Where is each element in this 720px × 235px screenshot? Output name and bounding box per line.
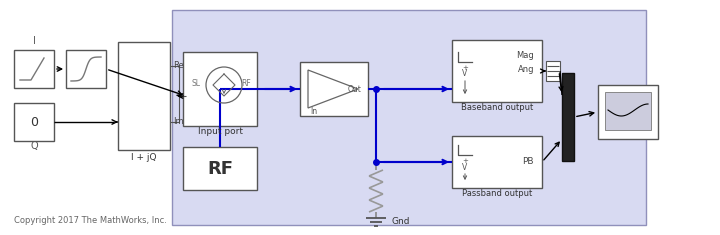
Text: Gnd: Gnd xyxy=(392,218,410,227)
Bar xyxy=(546,61,560,81)
Bar xyxy=(183,52,257,126)
Text: Copyright 2017 The MathWorks, Inc.: Copyright 2017 The MathWorks, Inc. xyxy=(14,216,167,225)
Bar xyxy=(14,50,54,88)
Bar xyxy=(300,62,368,116)
Text: Input port: Input port xyxy=(197,128,243,137)
Text: Baseband output: Baseband output xyxy=(461,103,533,113)
Text: Re: Re xyxy=(173,62,184,70)
Text: V: V xyxy=(462,162,467,172)
Text: +: + xyxy=(462,65,468,71)
Bar xyxy=(605,92,651,130)
Text: Passband output: Passband output xyxy=(462,189,532,199)
Text: Mag: Mag xyxy=(516,51,534,60)
Text: Im: Im xyxy=(173,118,184,126)
Bar xyxy=(66,50,106,88)
Text: Q: Q xyxy=(30,141,38,151)
Text: RF: RF xyxy=(207,160,233,177)
Text: 0: 0 xyxy=(30,115,38,129)
Text: V: V xyxy=(462,70,467,78)
Text: Out: Out xyxy=(347,86,361,94)
Bar xyxy=(183,147,257,190)
Text: RF: RF xyxy=(241,78,251,87)
Text: SL: SL xyxy=(192,78,201,87)
Text: I: I xyxy=(32,36,35,46)
Bar xyxy=(452,136,542,188)
Bar xyxy=(452,40,542,102)
Bar xyxy=(598,85,658,139)
Text: In: In xyxy=(310,106,317,115)
Bar xyxy=(172,10,646,225)
Bar xyxy=(118,42,170,150)
Text: I + jQ: I + jQ xyxy=(131,153,157,162)
Polygon shape xyxy=(308,70,358,108)
Bar xyxy=(14,103,54,141)
Text: Ang: Ang xyxy=(518,66,534,74)
Bar xyxy=(562,73,574,161)
Text: +: + xyxy=(462,158,468,164)
Text: PB: PB xyxy=(523,157,534,167)
